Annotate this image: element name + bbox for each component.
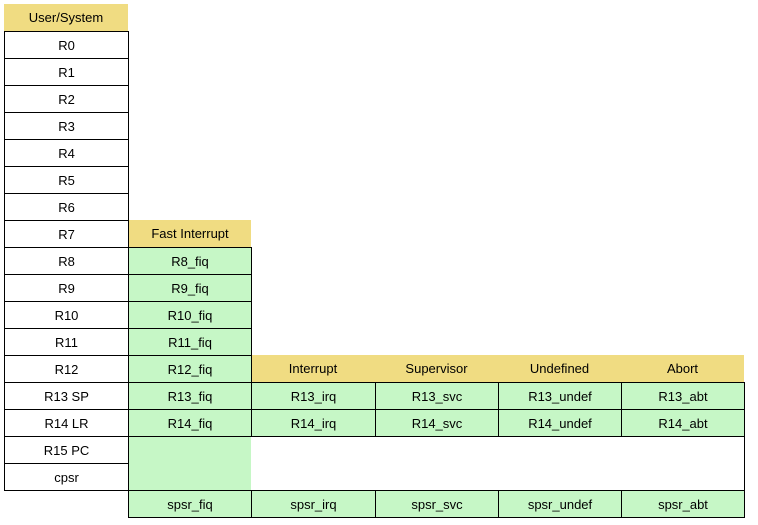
fiq-register: R14_fiq	[128, 409, 252, 437]
spsr-register: spsr_fiq	[128, 490, 252, 518]
spsr-register: spsr_irq	[251, 490, 376, 518]
fiq-register: R9_fiq	[128, 274, 252, 302]
svc-register: R14_svc	[375, 409, 499, 437]
user-register: R6	[4, 193, 129, 221]
user-register: R3	[4, 112, 129, 140]
user-register: R12	[4, 355, 129, 383]
spsr-register: spsr_abt	[621, 490, 745, 518]
user-register: R5	[4, 166, 129, 194]
divider-line	[744, 436, 745, 491]
spsr-register: spsr_svc	[375, 490, 499, 518]
user-register: R4	[4, 139, 129, 167]
und-register: R13_undef	[498, 382, 622, 410]
irq-register: R14_irq	[251, 409, 376, 437]
fiq-register: R8_fiq	[128, 247, 252, 275]
header-undefined: Undefined	[498, 355, 621, 382]
user-register: R7	[4, 220, 129, 248]
header-abort: Abort	[621, 355, 744, 382]
fiq-register: R12_fiq	[128, 355, 252, 383]
abt-register: R14_abt	[621, 409, 745, 437]
header-fast-interrupt: Fast Interrupt	[129, 220, 251, 247]
user-register: R10	[4, 301, 129, 329]
und-register: R14_undef	[498, 409, 622, 437]
user-register: R15 PC	[4, 436, 129, 464]
fiq-register: R10_fiq	[128, 301, 252, 329]
user-register: R14 LR	[4, 409, 129, 437]
spsr-register: spsr_undef	[498, 490, 622, 518]
user-register: R1	[4, 58, 129, 86]
user-register: R11	[4, 328, 129, 356]
user-register: R9	[4, 274, 129, 302]
fiq-empty-block	[129, 437, 251, 490]
user-register: R13 SP	[4, 382, 129, 410]
user-register: R0	[4, 31, 129, 59]
header-interrupt: Interrupt	[251, 355, 375, 382]
fiq-register: R11_fiq	[128, 328, 252, 356]
abt-register: R13_abt	[621, 382, 745, 410]
user-register: R8	[4, 247, 129, 275]
user-register: cpsr	[4, 463, 129, 491]
header-user-system: User/System	[4, 4, 128, 31]
user-register: R2	[4, 85, 129, 113]
header-supervisor: Supervisor	[375, 355, 498, 382]
fiq-register: R13_fiq	[128, 382, 252, 410]
svc-register: R13_svc	[375, 382, 499, 410]
irq-register: R13_irq	[251, 382, 376, 410]
